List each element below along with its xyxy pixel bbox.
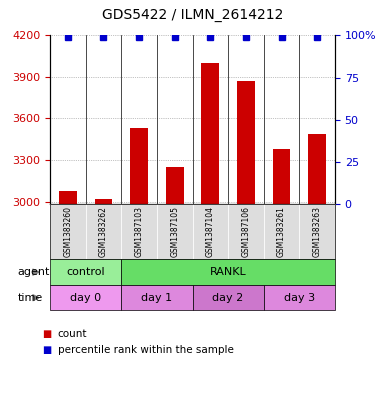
Text: day 0: day 0 xyxy=(70,293,101,303)
Text: GSM1383262: GSM1383262 xyxy=(99,206,108,257)
Text: day 3: day 3 xyxy=(284,293,315,303)
Text: GSM1387105: GSM1387105 xyxy=(170,206,179,257)
Text: GDS5422 / ILMN_2614212: GDS5422 / ILMN_2614212 xyxy=(102,7,283,22)
Bar xyxy=(166,167,184,204)
Bar xyxy=(308,134,326,204)
Text: day 2: day 2 xyxy=(213,293,244,303)
Text: percentile rank within the sample: percentile rank within the sample xyxy=(58,345,234,355)
Text: count: count xyxy=(58,329,87,339)
Text: RANKL: RANKL xyxy=(210,267,246,277)
Text: day 1: day 1 xyxy=(141,293,172,303)
Bar xyxy=(59,191,77,204)
Bar xyxy=(273,149,290,204)
Bar xyxy=(95,199,112,204)
Text: GSM1383260: GSM1383260 xyxy=(64,206,72,257)
Text: time: time xyxy=(17,293,43,303)
Text: agent: agent xyxy=(17,267,50,277)
Text: GSM1387103: GSM1387103 xyxy=(135,206,144,257)
Bar xyxy=(130,128,148,204)
Text: GSM1387104: GSM1387104 xyxy=(206,206,215,257)
Bar xyxy=(237,81,255,204)
Text: ■: ■ xyxy=(42,345,52,355)
Bar xyxy=(201,63,219,204)
Text: control: control xyxy=(66,267,105,277)
Text: GSM1383263: GSM1383263 xyxy=(313,206,321,257)
Text: GSM1387106: GSM1387106 xyxy=(241,206,250,257)
Text: GSM1383261: GSM1383261 xyxy=(277,206,286,257)
Text: ■: ■ xyxy=(42,329,52,339)
